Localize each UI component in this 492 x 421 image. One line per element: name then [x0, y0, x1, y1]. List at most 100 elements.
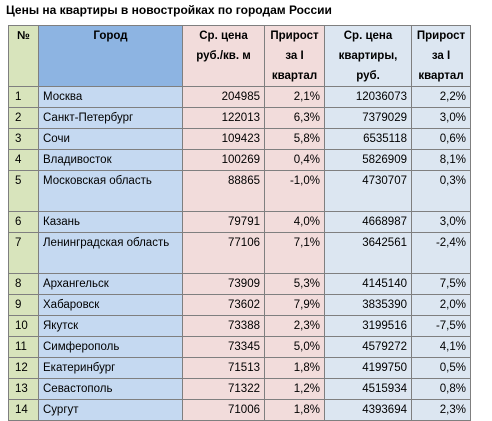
row-price-per-m2: 71513 [182, 357, 265, 379]
row-price-per-m2: 73345 [182, 336, 265, 358]
table-row: 3 Сочи 109423 5,8% 6535118 0,6% [8, 128, 471, 150]
row-avg-price: 5826909 [324, 149, 412, 171]
row-city: Казань [38, 211, 183, 233]
row-growth-price-m2: 7,1% [264, 232, 325, 274]
table-row: 6 Казань 79791 4,0% 4668987 3,0% [8, 211, 471, 233]
row-index: 5 [8, 170, 39, 212]
row-index: 7 [8, 232, 39, 274]
row-growth-avg-price: 2,0% [411, 294, 471, 316]
row-city: Москва [38, 86, 183, 108]
row-city: Владивосток [38, 149, 183, 171]
row-price-per-m2: 100269 [182, 149, 265, 171]
table-row: 13 Севастополь 71322 1,2% 4515934 0,8% [8, 378, 471, 400]
table-row: 7 Ленинградская область 77106 7,1% 3642561 -2… [8, 232, 471, 274]
row-price-per-m2: 122013 [182, 107, 265, 129]
row-index: 14 [8, 399, 39, 421]
row-price-per-m2: 73602 [182, 294, 265, 316]
row-growth-price-m2: -1,0% [264, 170, 325, 212]
row-avg-price: 3199516 [324, 315, 412, 337]
row-growth-avg-price: 2,3% [411, 399, 471, 421]
row-growth-avg-price: 0,5% [411, 357, 471, 379]
row-avg-price: 3642561 [324, 232, 412, 274]
table-row: 2 Санкт-Петербург 122013 6,3% 7379029 3,0% [8, 107, 471, 129]
row-growth-price-m2: 1,8% [264, 357, 325, 379]
row-city: Сочи [38, 128, 183, 150]
header-growth-avg-price: Прирост за I квартал [411, 25, 471, 87]
table-row: 8 Архангельск 73909 5,3% 4145140 7,5% [8, 273, 471, 295]
row-growth-avg-price: 7,5% [411, 273, 471, 295]
row-avg-price: 7379029 [324, 107, 412, 129]
header-index: № [8, 25, 39, 87]
row-index: 9 [8, 294, 39, 316]
row-price-per-m2: 71006 [182, 399, 265, 421]
row-avg-price: 4668987 [324, 211, 412, 233]
row-city: Архангельск [38, 273, 183, 295]
row-city: Сургут [38, 399, 183, 421]
row-city: Московская область [38, 170, 183, 212]
row-index: 12 [8, 357, 39, 379]
row-growth-price-m2: 2,3% [264, 315, 325, 337]
row-index: 3 [8, 128, 39, 150]
table-row: 14 Сургут 71006 1,8% 4393694 2,3% [8, 399, 471, 421]
row-index: 6 [8, 211, 39, 233]
row-growth-price-m2: 5,3% [264, 273, 325, 295]
row-avg-price: 3835390 [324, 294, 412, 316]
row-avg-price: 4515934 [324, 378, 412, 400]
row-growth-avg-price: -2,4% [411, 232, 471, 274]
row-growth-avg-price: 0,3% [411, 170, 471, 212]
row-growth-price-m2: 5,8% [264, 128, 325, 150]
row-city: Севастополь [38, 378, 183, 400]
table-row: 10 Якутск 73388 2,3% 3199516 -7,5% [8, 315, 471, 337]
row-price-per-m2: 79791 [182, 211, 265, 233]
header-row: № Город Ср. цена руб./кв. м Прирост за I… [8, 25, 471, 87]
row-growth-price-m2: 6,3% [264, 107, 325, 129]
table-row: 4 Владивосток 100269 0,4% 5826909 8,1% [8, 149, 471, 171]
price-table: № Город Ср. цена руб./кв. м Прирост за I… [8, 25, 471, 421]
row-index: 11 [8, 336, 39, 358]
row-growth-price-m2: 7,9% [264, 294, 325, 316]
row-price-per-m2: 71322 [182, 378, 265, 400]
table-row: 1 Москва 204985 2,1% 12036073 2,2% [8, 86, 471, 108]
row-index: 1 [8, 86, 39, 108]
row-city: Симферополь [38, 336, 183, 358]
table-row: 12 Екатеринбург 71513 1,8% 4199750 0,5% [8, 357, 471, 379]
row-avg-price: 12036073 [324, 86, 412, 108]
table-row: 5 Московская область 88865 -1,0% 4730707 0,3% [8, 170, 471, 212]
header-avg-price: Ср. цена квартиры, руб. [324, 25, 412, 87]
row-price-per-m2: 77106 [182, 232, 265, 274]
row-index: 10 [8, 315, 39, 337]
row-growth-avg-price: 2,2% [411, 86, 471, 108]
row-index: 8 [8, 273, 39, 295]
row-price-per-m2: 73388 [182, 315, 265, 337]
row-growth-avg-price: 8,1% [411, 149, 471, 171]
row-growth-price-m2: 0,4% [264, 149, 325, 171]
row-growth-price-m2: 1,2% [264, 378, 325, 400]
row-city: Екатеринбург [38, 357, 183, 379]
sheet-title: Цены на квартиры в новостройках по город… [6, 3, 332, 17]
row-avg-price: 4579272 [324, 336, 412, 358]
row-growth-avg-price: 0,6% [411, 128, 471, 150]
row-growth-avg-price: 0,8% [411, 378, 471, 400]
row-growth-avg-price: -7,5% [411, 315, 471, 337]
row-avg-price: 4199750 [324, 357, 412, 379]
row-avg-price: 4730707 [324, 170, 412, 212]
header-growth-price-m2: Прирост за I квартал [264, 25, 325, 87]
row-price-per-m2: 88865 [182, 170, 265, 212]
row-growth-price-m2: 2,1% [264, 86, 325, 108]
table-row: 11 Симферополь 73345 5,0% 4579272 4,1% [8, 336, 471, 358]
row-price-per-m2: 204985 [182, 86, 265, 108]
row-index: 4 [8, 149, 39, 171]
row-city: Ленинградская область [38, 232, 183, 274]
row-growth-avg-price: 4,1% [411, 336, 471, 358]
row-city: Санкт-Петербург [38, 107, 183, 129]
row-price-per-m2: 109423 [182, 128, 265, 150]
row-city: Якутск [38, 315, 183, 337]
row-growth-price-m2: 5,0% [264, 336, 325, 358]
header-city: Город [38, 25, 183, 87]
row-avg-price: 4145140 [324, 273, 412, 295]
row-growth-price-m2: 1,8% [264, 399, 325, 421]
table-row: 9 Хабаровск 73602 7,9% 3835390 2,0% [8, 294, 471, 316]
row-price-per-m2: 73909 [182, 273, 265, 295]
row-growth-price-m2: 4,0% [264, 211, 325, 233]
